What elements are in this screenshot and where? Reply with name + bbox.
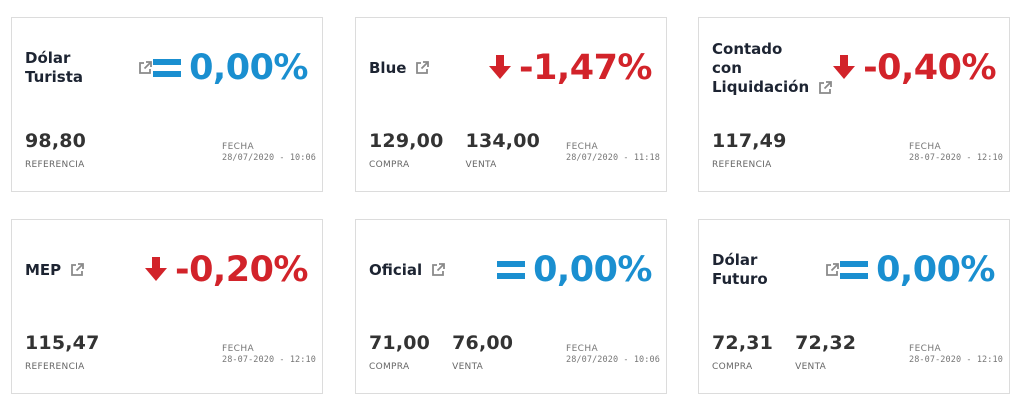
- date-block: FECHA 28-07-2020 - 12:10: [909, 344, 1003, 366]
- date-value: 28-07-2020 - 12:10: [222, 355, 316, 365]
- change-percent: -0,40%: [833, 48, 997, 88]
- reference-label: REFERENCIA: [712, 160, 772, 170]
- value-block-buy: 72,31 COMPRA: [712, 330, 773, 373]
- external-link-icon[interactable]: [430, 262, 446, 278]
- card-title-wrap: MEP: [25, 261, 85, 280]
- external-link-icon[interactable]: [824, 262, 840, 278]
- card-title: Blue: [369, 58, 407, 77]
- change-percent: 0,00%: [840, 250, 995, 290]
- arrow-down-icon: [489, 48, 512, 88]
- sell-label: VENTA: [465, 160, 497, 170]
- date-label: FECHA: [566, 142, 599, 152]
- card-title: Contado con Liquidación: [712, 39, 810, 96]
- date-value: 28-07-2020 - 12:10: [909, 355, 1003, 365]
- value-block-reference: 115,47 REFERENCIA: [25, 330, 100, 373]
- value-block-reference: 98,80 REFERENCIA: [25, 128, 86, 171]
- reference-value: 115,47: [25, 332, 100, 354]
- external-link-icon[interactable]: [817, 80, 833, 96]
- reference-label: REFERENCIA: [25, 362, 85, 372]
- value-block-sell: 72,32 VENTA: [795, 330, 856, 373]
- card-values: 71,00 COMPRA 76,00 VENTA: [369, 330, 513, 373]
- reference-value: 117,49: [712, 130, 787, 152]
- change-percent: 0,00%: [153, 48, 308, 88]
- equals-icon: [497, 250, 526, 290]
- date-value: 28/07/2020 - 10:06: [222, 153, 316, 163]
- date-value: 28/07/2020 - 10:06: [566, 355, 660, 365]
- date-label: FECHA: [222, 142, 255, 152]
- card-title-wrap: Blue: [369, 59, 430, 78]
- change-value: -0,20%: [175, 250, 308, 290]
- sell-label: VENTA: [452, 362, 484, 372]
- card-values: 72,31 COMPRA 72,32 VENTA: [712, 330, 856, 373]
- value-block-sell: 76,00 VENTA: [452, 330, 513, 373]
- quote-card-dolar-turista: Dólar Turista 0,00% 98,80 REFERENCIA FEC…: [11, 17, 323, 192]
- date-block: FECHA 28/07/2020 - 10:06: [222, 142, 316, 164]
- change-value: -1,47%: [519, 48, 652, 88]
- card-values: 98,80 REFERENCIA: [25, 128, 86, 171]
- card-header: Blue -1,47%: [369, 44, 652, 92]
- card-values: 115,47 REFERENCIA: [25, 330, 100, 373]
- quote-card-oficial: Oficial 0,00% 71,00 COMPRA 76,00 VENTA F…: [355, 219, 667, 394]
- quote-card-contado-con-liquidacion: Contado con Liquidación -0,40% 117,49 RE…: [698, 17, 1010, 192]
- change-value: 0,00%: [533, 250, 652, 290]
- value-block-sell: 134,00 VENTA: [466, 128, 541, 171]
- arrow-down-icon: [833, 48, 856, 88]
- card-header: Contado con Liquidación -0,40%: [712, 40, 997, 96]
- card-values: 117,49 REFERENCIA: [712, 128, 787, 171]
- reference-label: REFERENCIA: [25, 160, 85, 170]
- date-value: 28/07/2020 - 11:18: [566, 153, 660, 163]
- change-value: 0,00%: [189, 48, 308, 88]
- card-header: Dólar Turista 0,00%: [25, 44, 308, 92]
- quote-card-mep: MEP -0,20% 115,47 REFERENCIA FECHA 28-07…: [11, 219, 323, 394]
- buy-value: 129,00: [369, 130, 444, 152]
- equals-icon: [840, 250, 869, 290]
- reference-value: 98,80: [25, 130, 87, 152]
- buy-label: COMPRA: [712, 362, 753, 372]
- card-title-wrap: Oficial: [369, 261, 446, 280]
- arrow-down-icon: [145, 250, 168, 290]
- card-title: Dólar Futuro: [712, 251, 768, 288]
- card-header: Dólar Futuro 0,00%: [712, 246, 995, 294]
- value-block-buy: 71,00 COMPRA: [369, 330, 430, 373]
- external-link-icon[interactable]: [414, 60, 430, 76]
- card-title: Oficial: [369, 260, 423, 279]
- date-block: FECHA 28-07-2020 - 12:10: [909, 142, 1003, 164]
- value-block-buy: 129,00 COMPRA: [369, 128, 444, 171]
- card-title-wrap: Dólar Turista: [25, 49, 153, 87]
- date-block: FECHA 28/07/2020 - 10:06: [566, 344, 660, 366]
- external-link-icon[interactable]: [69, 262, 85, 278]
- sell-value: 134,00: [465, 130, 541, 152]
- buy-label: COMPRA: [369, 362, 410, 372]
- buy-label: COMPRA: [369, 160, 410, 170]
- change-percent: -0,20%: [145, 250, 308, 290]
- card-title: MEP: [25, 260, 62, 279]
- change-percent: -1,47%: [489, 48, 652, 88]
- card-values: 129,00 COMPRA 134,00 VENTA: [369, 128, 540, 171]
- card-header: Oficial 0,00%: [369, 246, 652, 294]
- buy-value: 71,00: [369, 332, 431, 354]
- date-block: FECHA 28/07/2020 - 11:18: [566, 142, 660, 164]
- date-label: FECHA: [222, 344, 255, 354]
- equals-icon: [153, 48, 182, 88]
- card-title-wrap: Contado con Liquidación: [712, 40, 833, 97]
- date-label: FECHA: [566, 344, 599, 354]
- change-percent: 0,00%: [497, 250, 652, 290]
- sell-value: 76,00: [452, 332, 514, 354]
- change-value: 0,00%: [876, 250, 995, 290]
- value-block-reference: 117,49 REFERENCIA: [712, 128, 787, 171]
- buy-value: 72,31: [712, 332, 774, 354]
- date-block: FECHA 28-07-2020 - 12:10: [222, 344, 316, 366]
- date-label: FECHA: [909, 344, 942, 354]
- card-title-wrap: Dólar Futuro: [712, 251, 840, 289]
- card-header: MEP -0,20%: [25, 246, 308, 294]
- external-link-icon[interactable]: [137, 60, 153, 76]
- quote-card-blue: Blue -1,47% 129,00 COMPRA 134,00 VENTA F…: [355, 17, 667, 192]
- sell-value: 72,32: [795, 332, 857, 354]
- change-value: -0,40%: [863, 48, 997, 88]
- date-value: 28-07-2020 - 12:10: [909, 153, 1003, 163]
- date-label: FECHA: [909, 142, 942, 152]
- card-title: Dólar Turista: [25, 49, 84, 86]
- sell-label: VENTA: [795, 362, 827, 372]
- quote-card-dolar-futuro: Dólar Futuro 0,00% 72,31 COMPRA 72,32 VE…: [698, 219, 1010, 394]
